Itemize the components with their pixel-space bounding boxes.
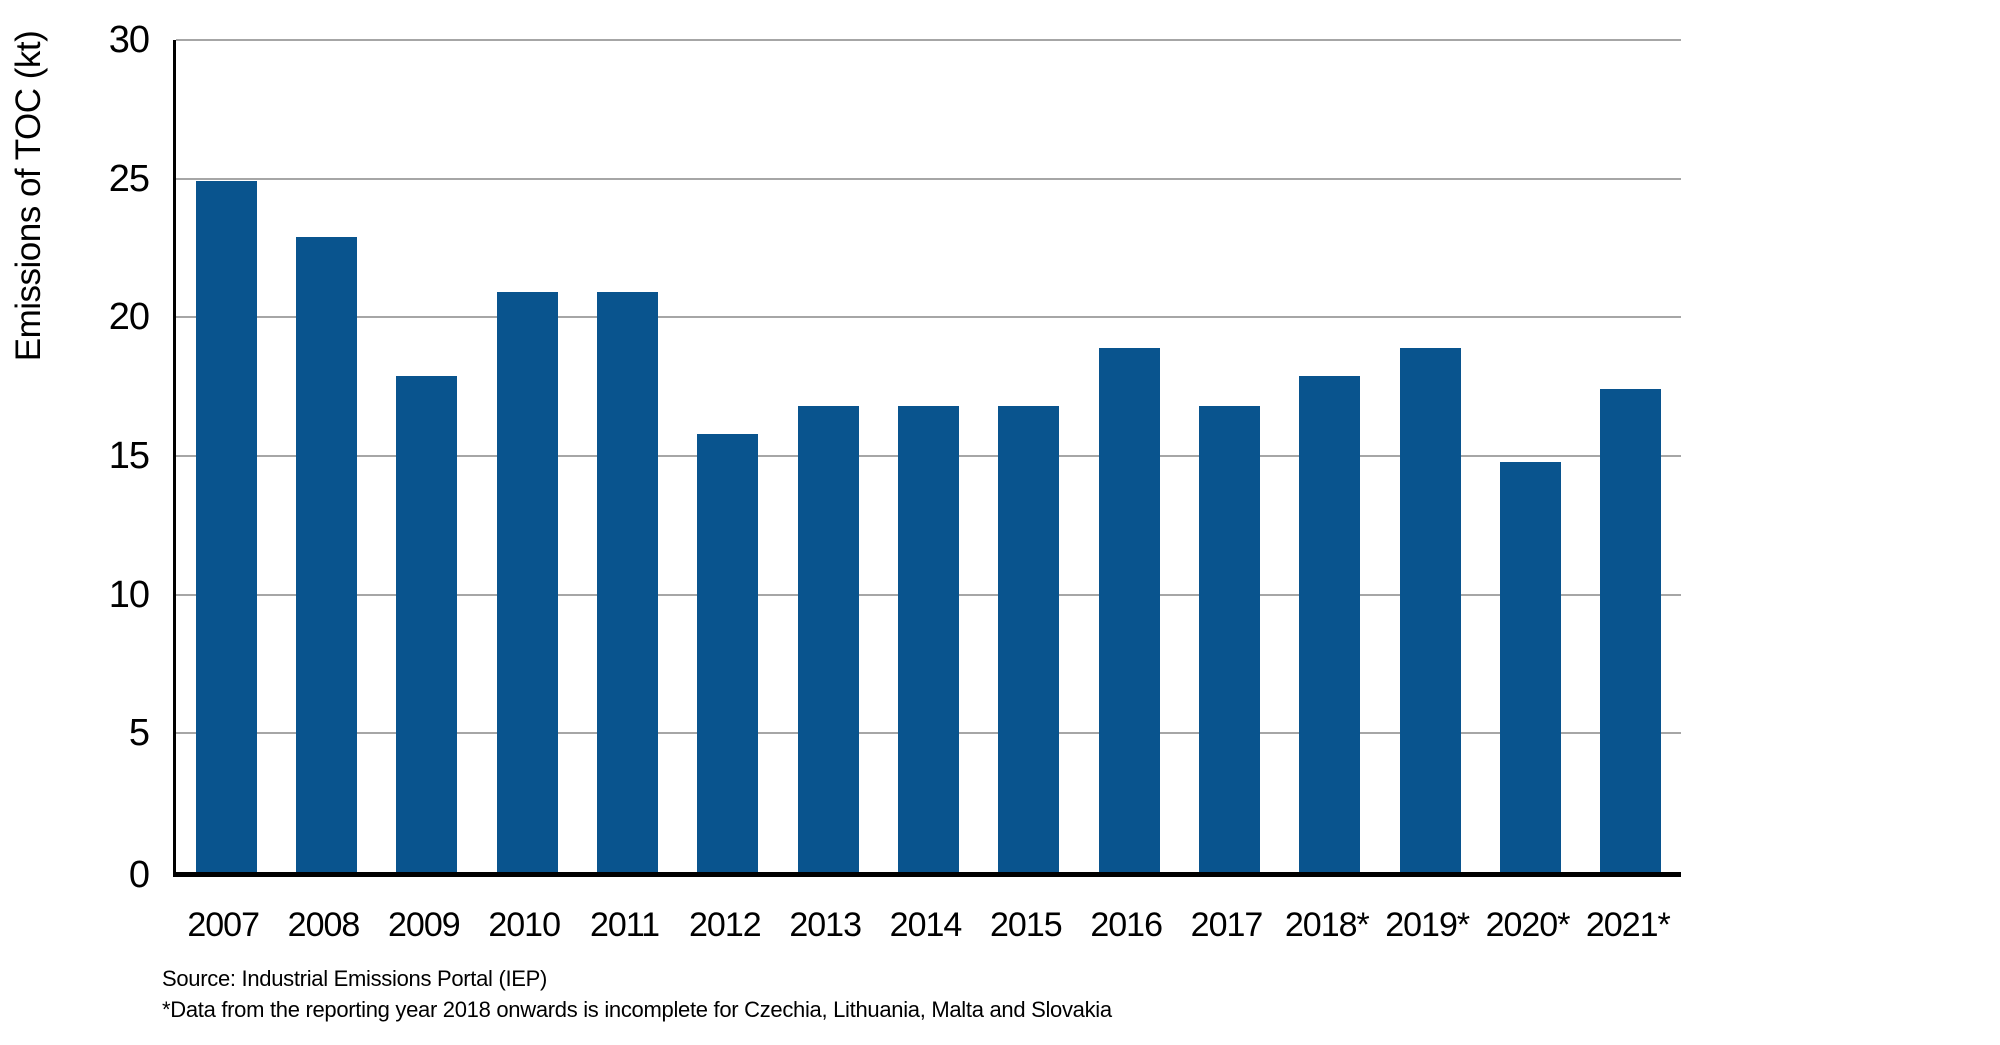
x-tick-label-2014: 2014 xyxy=(889,906,963,944)
y-tick-label-5: 5 xyxy=(128,712,150,755)
x-tick-label-2007: 2007 xyxy=(187,906,260,944)
source-note: Source: Industrial Emissions Portal (IEP… xyxy=(162,966,548,991)
bar-2017 xyxy=(1199,406,1260,872)
x-tick-label-2020: 2020* xyxy=(1485,906,1571,944)
bar-2020 xyxy=(1500,461,1561,872)
x-tick-label-2021: 2021* xyxy=(1585,906,1671,944)
x-tick-label-2009: 2009 xyxy=(388,906,461,944)
x-tick-label-2013: 2013 xyxy=(789,906,862,944)
x-tick-label-2017: 2017 xyxy=(1190,906,1264,944)
bar-2009 xyxy=(396,375,458,872)
gridline-25 xyxy=(176,177,1681,180)
plot-area xyxy=(173,39,1681,877)
x-tick-label-2011: 2011 xyxy=(589,906,660,944)
x-tick-label-2010: 2010 xyxy=(488,906,561,944)
x-tick-label-2015: 2015 xyxy=(990,906,1063,944)
x-tick-label-2019: 2019* xyxy=(1385,906,1470,944)
gridline-30 xyxy=(176,39,1681,41)
x-tick-label-2018: 2018* xyxy=(1284,906,1370,944)
bar-2008 xyxy=(296,236,357,872)
bar-2018 xyxy=(1299,375,1361,872)
bar-2014 xyxy=(898,406,959,872)
y-tick-label-20: 20 xyxy=(108,296,150,339)
incomplete-data-footnote: *Data from the reporting year 2018 onwar… xyxy=(162,997,1112,1022)
bar-2013 xyxy=(797,406,859,872)
bar-2012 xyxy=(697,433,759,872)
y-tick-label-10: 10 xyxy=(108,573,150,616)
bar-2019 xyxy=(1399,347,1461,872)
y-tick-label-30: 30 xyxy=(108,19,150,61)
footnotes: Source: Industrial Emissions Portal (IEP… xyxy=(162,963,1112,1025)
bar-2010 xyxy=(496,292,558,872)
bar-2011 xyxy=(597,292,658,872)
y-tick-label-0: 0 xyxy=(128,854,150,896)
x-tick-label-2016: 2016 xyxy=(1090,906,1163,944)
bar-2021 xyxy=(1600,389,1662,872)
x-tick-label-2008: 2008 xyxy=(287,906,361,944)
bar-2016 xyxy=(1098,347,1160,872)
y-tick-label-15: 15 xyxy=(108,435,150,477)
y-tick-label-25: 25 xyxy=(108,157,150,200)
gridline-20 xyxy=(176,316,1681,319)
bar-2015 xyxy=(998,406,1060,872)
x-tick-label-2012: 2012 xyxy=(689,906,762,944)
bar-2007 xyxy=(195,181,257,872)
